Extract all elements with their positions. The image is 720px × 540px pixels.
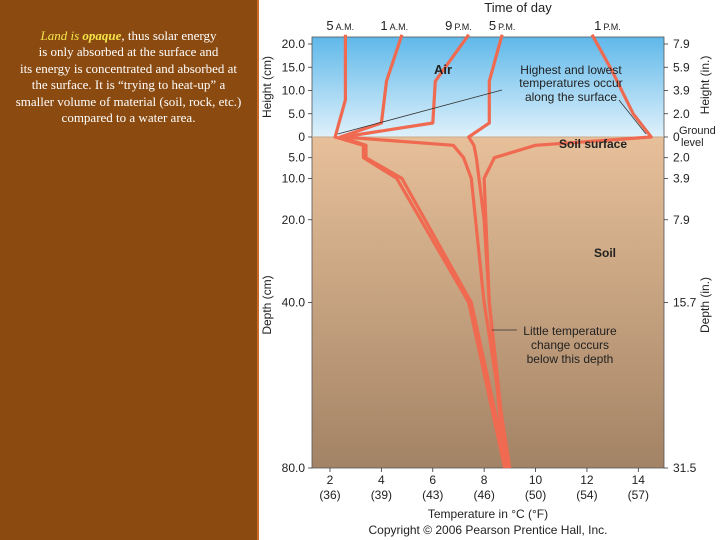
x-tick-label-fahrenheit: (36)	[319, 488, 340, 502]
height-tick-label-cm: 0	[298, 130, 305, 144]
y-axis-title-height-right: Height (in.)	[698, 56, 712, 115]
profile-line-5am	[333, 34, 507, 469]
caption-line-3: its energy is concentrated and absorbed …	[19, 60, 238, 76]
time-label: 5 P.M.	[489, 18, 516, 33]
temperature-profile-chart: 20.0 7.9 15.0 5.9 10.0 3.9 5.0 2.0 0 0 5.0 2.0 10.0 3…	[260, 0, 716, 537]
time-label: 9 P.M.	[445, 18, 472, 33]
caption-line-6: compared to a water area.	[61, 110, 196, 126]
air-label: Air	[434, 62, 452, 77]
time-label-ampm: A.M.	[336, 22, 355, 32]
plot-frame	[311, 36, 665, 469]
time-label-hour: 9	[445, 18, 452, 33]
time-label: 1 A.M.	[380, 18, 408, 33]
x-tick-label-celsius: 6	[429, 473, 436, 487]
caption-highlight-is: is	[67, 28, 83, 43]
x-tick-label-fahrenheit: (39)	[371, 488, 392, 502]
height-tick-label-in: 7.9	[673, 37, 690, 51]
annotation-highest-2: temperatures occur	[519, 76, 622, 90]
profile-line-9pm	[341, 33, 512, 469]
depth-tick-label-cm: 20.0	[282, 213, 306, 227]
annotation-little-1: Little temperature	[523, 324, 617, 338]
height-tick-label-in: 0	[673, 130, 680, 144]
caption-line-2: is only absorbed at the surface and	[38, 44, 219, 60]
time-label-ampm: A.M.	[390, 22, 409, 32]
profile-line-1pm	[482, 33, 653, 469]
depth-tick-label-cm: 5.0	[288, 151, 305, 165]
height-tick-label-cm: 10.0	[282, 84, 306, 98]
x-tick-label-fahrenheit: (57)	[628, 488, 649, 502]
x-tick-label-celsius: 4	[378, 473, 385, 487]
caption-line-5: smaller volume of material (soil, rock, …	[15, 93, 242, 109]
height-tick-label-in: 5.9	[673, 60, 690, 74]
time-label-hour: 1	[380, 18, 387, 33]
annotation-highest-1: Highest and lowest	[520, 63, 622, 77]
annotation-pointer-low	[337, 89, 503, 135]
time-label: 1 P.M.	[594, 18, 621, 33]
y-axis-title-height-left: Height (cm)	[260, 56, 274, 118]
x-tick-label-celsius: 14	[632, 473, 646, 487]
time-label-hour: 1	[594, 18, 601, 33]
height-tick-label-cm: 15.0	[282, 60, 306, 74]
depth-tick-label-in: 3.9	[673, 171, 690, 185]
x-axis-title: Temperature in °C (°F)	[428, 507, 548, 521]
caption-highlight-opaque: opaque	[82, 28, 122, 43]
caption-line-1-rest: , thus solar energy	[121, 28, 217, 43]
annotation-pointer-high	[618, 99, 647, 135]
height-tick-label-in: 2.0	[673, 107, 690, 121]
chart-title: Time of day	[484, 0, 552, 15]
copyright-text: Copyright © 2006 Pearson Prentice Hall, …	[369, 523, 608, 537]
x-tick-label-fahrenheit: (50)	[525, 488, 546, 502]
x-tick-label-celsius: 8	[481, 473, 488, 487]
caption-line-4: the surface. It is “trying to heat-up” a	[31, 77, 226, 93]
annotation-highest-3: along the surface	[525, 90, 617, 104]
height-tick-label-in: 3.9	[673, 84, 690, 98]
ground-level-label-2: level	[681, 137, 704, 149]
ground-level-label-1: Ground	[679, 125, 716, 137]
annotation-little-2: change occurs	[531, 338, 609, 352]
x-tick-label-fahrenheit: (46)	[473, 488, 494, 502]
x-tick-label-celsius: 2	[327, 473, 334, 487]
time-label-hour: 5	[326, 18, 333, 33]
time-label-hour: 5	[489, 18, 496, 33]
time-label-ampm: P.M.	[454, 22, 471, 32]
caption-highlight-land: Land	[40, 28, 68, 43]
x-tick-label-fahrenheit: (54)	[576, 488, 597, 502]
time-label-ampm: P.M.	[498, 22, 515, 32]
soil-surface-label: Soil surface	[559, 137, 627, 151]
time-label: 5 A.M.	[326, 18, 354, 33]
depth-tick-label-cm: 40.0	[282, 296, 306, 310]
x-tick-label-celsius: 10	[529, 473, 543, 487]
y-axis-title-depth-right: Depth (in.)	[698, 277, 712, 333]
depth-tick-label-in: 2.0	[673, 151, 690, 165]
annotation-little-3: below this depth	[527, 352, 614, 366]
depth-tick-label-in: 7.9	[673, 213, 690, 227]
height-tick-label-cm: 20.0	[282, 37, 306, 51]
x-tick-label-fahrenheit: (43)	[422, 488, 443, 502]
height-tick-label-cm: 5.0	[288, 107, 305, 121]
time-label-ampm: P.M.	[603, 22, 620, 32]
x-tick-label-celsius: 12	[580, 473, 594, 487]
depth-tick-label-cm: 10.0	[282, 171, 306, 185]
caption: Land is opaque, thus solar energy is onl…	[4, 28, 253, 126]
depth-tick-label-in: 15.7	[673, 296, 697, 310]
y-axis-title-depth-left: Depth (cm)	[260, 275, 274, 334]
profile-line-1am	[338, 34, 509, 469]
depth-tick-label-in: 31.5	[673, 461, 697, 475]
soil-label: Soil	[594, 246, 616, 260]
left-panel: Land is opaque, thus solar energy is onl…	[0, 0, 257, 540]
caption-line-1: Land is opaque, thus solar energy	[4, 28, 253, 44]
depth-tick-label-cm: 80.0	[282, 461, 306, 475]
